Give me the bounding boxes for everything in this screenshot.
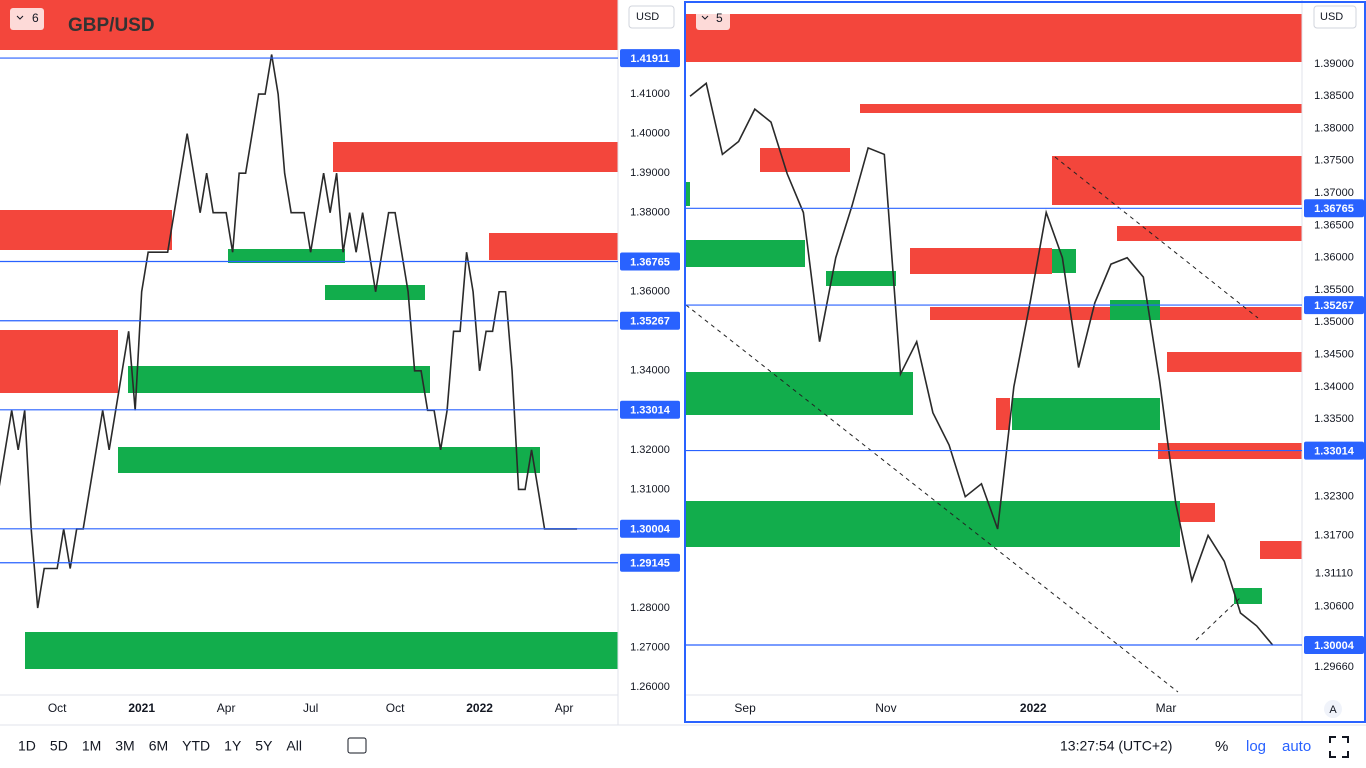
chevron	[16, 15, 24, 20]
range-button[interactable]: All	[286, 738, 302, 754]
price-tag-label: 1.35267	[1314, 300, 1354, 312]
log-toggle[interactable]: log	[1246, 738, 1266, 755]
price-tag	[1304, 636, 1364, 655]
price-tag	[620, 311, 680, 330]
price-line	[689, 81, 1274, 646]
y-tick-label: 1.29660	[1314, 661, 1354, 673]
y-tick-label: 1.38500	[1314, 90, 1354, 102]
y-tick-label: 1.31700	[1314, 529, 1354, 541]
y-tick-label: 1.39000	[630, 167, 670, 179]
range-button[interactable]: 1Y	[224, 738, 242, 754]
range-button[interactable]: 3M	[115, 738, 134, 754]
range-buttons: 1D 5D 1M 3M 6M YTD 1Y 5Y All	[18, 738, 302, 754]
y-tick-label: 1.38000	[630, 207, 670, 219]
price-tag-label: 1.29145	[630, 558, 670, 570]
price-tag	[1304, 441, 1364, 460]
price-tag	[620, 252, 680, 271]
y-tick-label: 1.36000	[1314, 252, 1354, 264]
y-tick-label: 1.36500	[1314, 219, 1354, 231]
y-tick-label: 1.38000	[1314, 122, 1354, 134]
pane-badge: 6	[32, 11, 39, 25]
y-tick-label: 1.37500	[1314, 155, 1354, 167]
auto-scale-button[interactable]	[1324, 700, 1342, 718]
price-tag-label: 1.30004	[1314, 640, 1355, 652]
trend-lines	[685, 156, 1259, 693]
y-tick-label: 1.36000	[630, 286, 670, 298]
x-tick-label: Apr	[217, 701, 236, 715]
price-tag	[1304, 296, 1364, 315]
y-tick-label: 1.32000	[630, 444, 670, 456]
y-tick-label: 1.30600	[1314, 600, 1354, 612]
price-tag-label: 1.33014	[1314, 445, 1355, 457]
price-tag-label: 1.30004	[630, 524, 671, 536]
y-tick-label: 1.37000	[1314, 187, 1354, 199]
fullscreen-button[interactable]	[1329, 736, 1349, 758]
x-tick-label: 2022	[466, 701, 493, 715]
currency-button[interactable]	[1313, 5, 1357, 29]
price-tag	[620, 49, 680, 68]
price-tag-label: 1.35267	[630, 316, 670, 328]
price-tag	[620, 400, 680, 419]
symbol-title: GBP/USD	[68, 15, 155, 36]
y-tick-label: 1.28000	[630, 602, 670, 614]
x-tick-label: Sep	[734, 701, 756, 715]
collapse-button[interactable]	[696, 8, 730, 30]
x-tick-label: Oct	[386, 701, 405, 715]
y-tick-label: 1.41000	[630, 88, 670, 100]
collapse-button[interactable]	[10, 8, 44, 30]
x-tick-label: Apr	[555, 701, 574, 715]
x-tick-label: Nov	[875, 701, 896, 715]
x-tick-label: 2022	[1020, 701, 1047, 715]
auto-toggle[interactable]: auto	[1282, 738, 1311, 755]
left-zones	[0, 0, 618, 669]
price-line	[0, 54, 578, 609]
active-pane-border	[684, 1, 1366, 723]
price-tag-label: 1.36765	[1314, 203, 1354, 215]
y-tick-label: 1.34000	[630, 365, 670, 377]
price-tag-label: 1.36765	[630, 256, 670, 268]
y-tick-label: 1.35500	[1314, 284, 1354, 296]
auto-scale-label: A	[1329, 704, 1337, 716]
range-button[interactable]: 5D	[50, 738, 68, 754]
clock: 13:27:54 (UTC+2)	[1060, 738, 1172, 754]
y-tick-label: 1.35000	[1314, 316, 1354, 328]
y-tick-label: 1.40000	[630, 128, 670, 140]
price-tag	[620, 553, 680, 572]
pane-badge: 5	[716, 11, 723, 25]
price-tag	[1304, 199, 1364, 218]
range-button[interactable]: 6M	[149, 738, 168, 754]
range-button[interactable]: 5Y	[255, 738, 273, 754]
price-tag-label: 1.33014	[630, 405, 671, 417]
y-tick-label: 1.34500	[1314, 349, 1354, 361]
y-tick-label: 1.34000	[1314, 381, 1354, 393]
currency-button[interactable]	[628, 5, 675, 29]
y-tick-label: 1.31000	[630, 483, 670, 495]
y-tick-label: 1.33500	[1314, 413, 1354, 425]
percent-toggle[interactable]: %	[1215, 738, 1228, 755]
x-tick-label: Jul	[303, 701, 318, 715]
date-range-icon[interactable]	[347, 737, 367, 754]
y-tick-label: 1.39000	[1314, 58, 1354, 70]
x-tick-label: Oct	[48, 701, 67, 715]
y-tick-label: 1.31110	[1315, 567, 1353, 579]
currency: USD	[636, 11, 659, 23]
chevron	[701, 15, 709, 20]
range-button[interactable]: 1M	[82, 738, 101, 754]
price-tag	[620, 519, 680, 538]
price-tag-label: 1.41911	[630, 53, 669, 65]
y-tick-label: 1.26000	[630, 681, 670, 693]
right-zones	[686, 14, 1302, 604]
y-tick-label: 1.27000	[630, 641, 670, 653]
x-tick-label: 2021	[128, 701, 155, 715]
y-tick-label: 1.32300	[1314, 491, 1354, 503]
range-button[interactable]: 1D	[18, 738, 36, 754]
range-button[interactable]: YTD	[182, 738, 210, 754]
x-tick-label: Mar	[1156, 701, 1177, 715]
currency: USD	[1320, 11, 1343, 23]
